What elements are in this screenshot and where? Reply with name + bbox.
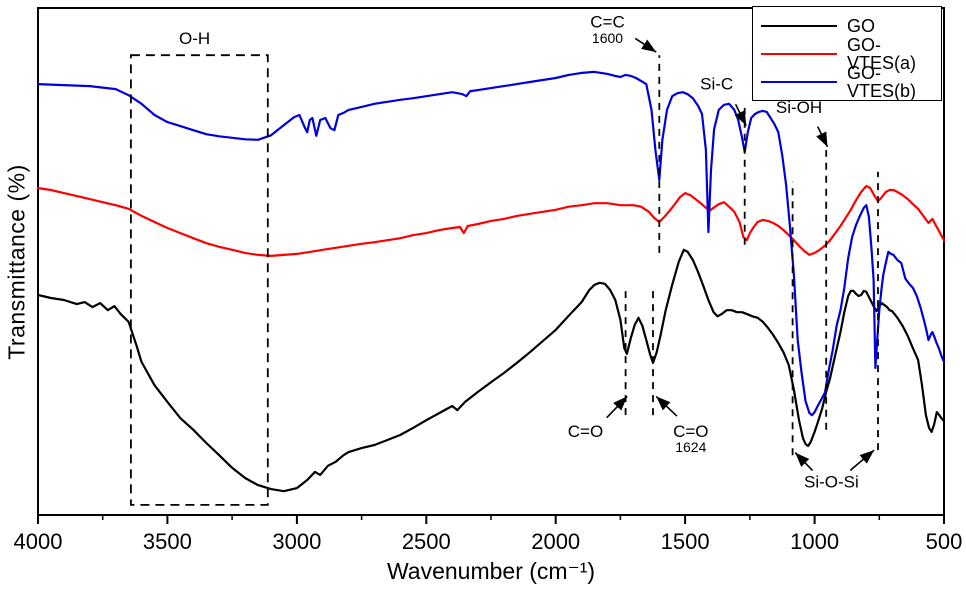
legend-line-go-vtes-b <box>761 80 837 83</box>
annotation-o-h-region: O-H <box>129 29 269 506</box>
legend: GO GO-VTES(a) GO-VTES(b) <box>752 6 942 101</box>
legend-label-go: GO <box>847 15 876 36</box>
annotation-label: Si-C <box>700 75 733 94</box>
legend-label-go-vtes-a: GO-VTES(a) <box>847 34 917 73</box>
x-tick-label: 1500 <box>661 529 710 554</box>
legend-label-go-vtes-b: GO-VTES(b) <box>847 62 917 101</box>
x-axis-ticks: 4000 3500 3000 2500 2000 1500 1000 500 <box>14 515 963 554</box>
annotation-label: C=O <box>673 422 708 441</box>
legend-item-go-vtes-b: GO-VTES(b) <box>761 64 933 100</box>
annotation-sublabel: 1624 <box>675 439 706 455</box>
x-tick-label: 4000 <box>14 529 63 554</box>
annotation-label: O-H <box>179 29 210 48</box>
series-GO-VTES(b) <box>36 70 946 417</box>
legend-line-go-vtes-a <box>761 52 837 55</box>
series-GO <box>36 248 946 493</box>
annotation-si-oh: Si-OH <box>776 98 829 430</box>
x-tick-label: 3000 <box>272 529 321 554</box>
annotation-label: Si-O-Si <box>804 473 859 492</box>
x-tick-label: 2500 <box>402 529 451 554</box>
annotation-c-o-1730: C=O <box>568 289 628 441</box>
legend-line-go <box>761 24 837 27</box>
annotation-label: Si-OH <box>776 98 822 117</box>
annotation-si-o-si: Si-O-Si <box>791 171 879 492</box>
annotation-sublabel: 1600 <box>592 30 623 46</box>
series-GO-VTES(a) <box>36 184 946 257</box>
x-tick-label: 500 <box>926 529 963 554</box>
y-axis-title: Transmittance (%) <box>3 164 30 360</box>
x-axis-title: Wavenumber (cm⁻¹) <box>386 558 596 584</box>
legend-item-go: GO <box>761 14 933 37</box>
x-tick-label: 1000 <box>790 529 839 554</box>
annotation-label: C=O <box>568 422 603 441</box>
x-tick-label: 3500 <box>143 529 192 554</box>
annotation-si-c: Si-C <box>700 75 747 245</box>
annotation-label: C=C <box>590 13 624 32</box>
x-tick-label: 2000 <box>531 529 580 554</box>
legend-item-go-vtes-a: GO-VTES(a) <box>761 36 933 72</box>
